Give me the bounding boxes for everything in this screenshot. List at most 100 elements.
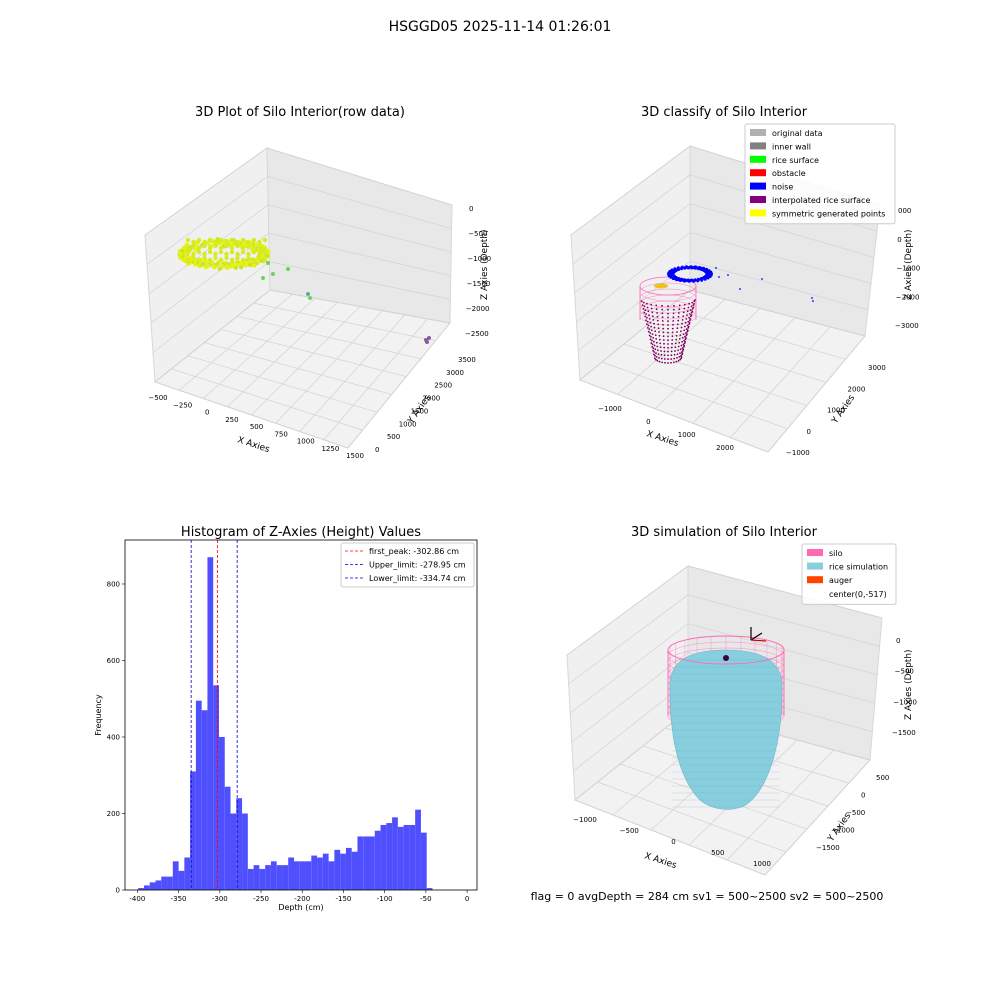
classify-interpolated-point <box>676 323 679 326</box>
classify-legend-swatch <box>750 196 766 203</box>
classify-noise-point <box>715 267 717 269</box>
raw-point <box>240 237 246 243</box>
classify-interpolated-point <box>683 303 686 306</box>
classify-x-tick-label: −1000 <box>598 405 622 413</box>
histogram-legend: first_peak: -302.86 cm Upper_limit: -278.… <box>340 542 475 588</box>
grid-line <box>267 176 452 229</box>
grid-line <box>730 326 831 438</box>
raw-point <box>257 239 262 245</box>
classify-interpolated-point <box>654 330 656 333</box>
raw-point <box>235 251 240 257</box>
classify-interpolated-point <box>667 339 669 342</box>
classify-x-tick-label: 2000 <box>716 444 734 452</box>
classify-legend-label: rice surface <box>772 156 819 165</box>
grid-line <box>569 623 689 714</box>
simulation-plot-title: 3D simulation of Silo Interior <box>631 525 818 540</box>
classify-interpolated-point <box>646 320 649 323</box>
classify-interpolated-point <box>670 361 672 364</box>
classify-interpolated-point <box>656 345 659 348</box>
raw-outlier-point <box>308 296 312 300</box>
classify-interpolated-point <box>673 361 675 364</box>
classify-interpolated-point <box>650 335 652 338</box>
classify-interpolated-point <box>690 305 693 308</box>
classify-interpolated-point <box>655 338 658 340</box>
raw-point-cloud <box>177 237 431 344</box>
classify-noise-point <box>812 300 814 302</box>
classify-z-tick-label: 0 <box>897 236 901 244</box>
classify-interpolated-point <box>676 331 678 333</box>
classify-interpolated-point <box>680 326 683 329</box>
raw-x-tick-label: 250 <box>225 416 238 424</box>
classify-interpolated-point <box>671 342 673 345</box>
grid-line <box>689 289 866 337</box>
classify-3d-panel: 3D classify of Silo Interior −1000 0 1000 2… <box>570 105 920 457</box>
classify-interpolated-point <box>655 352 657 354</box>
grid-line <box>269 261 451 300</box>
classify-interpolated-point <box>649 332 652 334</box>
classify-interpolated-point <box>650 342 653 344</box>
classify-interpolated-point <box>672 312 675 315</box>
classify-interpolated-point <box>645 313 647 315</box>
classify-interpolated-point <box>671 327 674 330</box>
classify-interpolated-point <box>655 341 658 344</box>
histogram-bar <box>340 853 346 890</box>
classify-interpolated-point <box>680 357 683 360</box>
classify-noise-point <box>739 288 741 290</box>
classify-legend: original data inner wall rice surface obsta… <box>744 123 896 225</box>
grid-line <box>601 361 788 430</box>
classify-interpolated-point <box>681 322 683 325</box>
grid-line <box>617 298 726 395</box>
classify-x-tick-label: 1000 <box>678 431 696 439</box>
classify-interpolated-point <box>684 332 687 334</box>
raw-point <box>202 243 207 249</box>
classify-interpolated-point <box>661 312 664 315</box>
histogram-y-tick-label: 200 <box>107 810 120 818</box>
simulation-legend-label: auger <box>829 576 853 585</box>
classify-interpolated-point <box>642 301 645 304</box>
classify-interpolated-point <box>657 327 660 330</box>
raw-point <box>207 245 213 251</box>
raw-point <box>229 237 235 243</box>
histogram-bar <box>143 885 150 890</box>
grid-line <box>178 293 293 391</box>
histogram-bar <box>403 824 410 890</box>
raw-point <box>262 245 268 251</box>
simulation-orientation-arrow <box>750 639 767 642</box>
classify-interpolated-point <box>663 346 666 349</box>
raw-point <box>207 249 213 255</box>
grid-line <box>566 565 689 656</box>
classify-interpolated-point <box>641 304 644 306</box>
classify-interpolated-point <box>682 333 685 335</box>
histogram-bar <box>351 851 358 890</box>
classify-noise-point <box>706 276 710 280</box>
histogram-bar <box>149 882 156 890</box>
histogram-y-tick-label: 600 <box>107 657 120 665</box>
classify-interpolated-point <box>662 323 664 326</box>
classify-interpolated-point <box>650 307 653 310</box>
classify-interpolated-point <box>644 315 647 318</box>
classify-noise-point <box>700 278 704 282</box>
raw-y-tick-label: 2000 <box>422 395 440 403</box>
simulation-z-tick-label: −1500 <box>892 729 916 737</box>
classify-interpolated-point <box>662 327 665 330</box>
raw-point <box>207 257 213 263</box>
classify-legend-label: original data <box>772 129 823 138</box>
histogram-bar <box>409 824 416 890</box>
classify-interpolated-point <box>672 320 675 322</box>
grid-line <box>268 232 451 277</box>
classify-interpolated-point <box>646 302 648 305</box>
raw-outlier-point <box>266 261 270 265</box>
raw-x-tick-label: 1250 <box>321 445 339 453</box>
grid-line <box>689 260 869 311</box>
raw-point <box>213 251 218 257</box>
simulation-y-tick-label: −1000 <box>831 827 855 835</box>
raw-deep-point <box>424 338 428 342</box>
classify-interpolated-point <box>650 303 653 306</box>
raw-point <box>224 239 229 245</box>
histogram-panel: Histogram of Z-Axies (Height) Values -40… <box>94 525 478 912</box>
histogram-axes-frame <box>124 539 478 891</box>
raw-point <box>243 262 248 267</box>
raw-point <box>240 257 246 263</box>
raw-point <box>202 251 207 257</box>
raw-point <box>229 257 235 263</box>
